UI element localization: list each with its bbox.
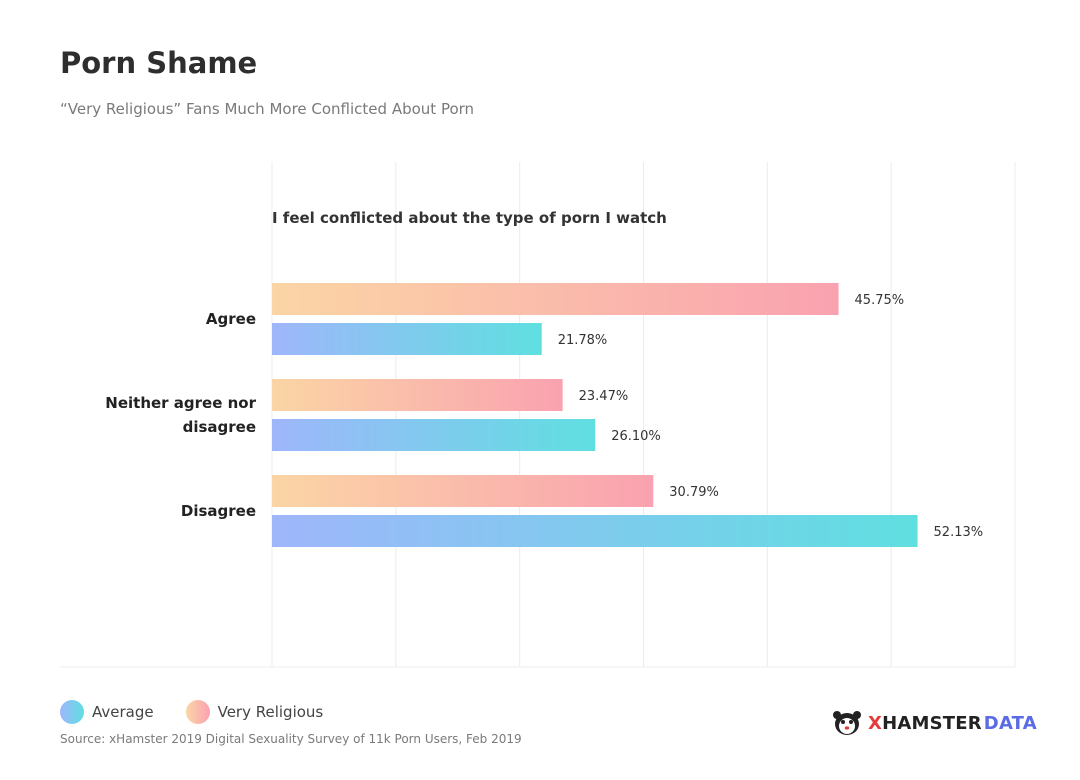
- legend-label-very-religious: Very Religious: [217, 703, 324, 721]
- bar-very-religious: [272, 379, 563, 411]
- bar-chart: I feel conflicted about the type of porn…: [60, 162, 1016, 668]
- legend-item-very-religious: Very Religious: [185, 700, 324, 724]
- page-title: Porn Shame: [60, 46, 258, 80]
- data-label: 23.47%: [579, 389, 629, 404]
- bar-average: [272, 515, 918, 547]
- brand-x: X: [868, 712, 883, 734]
- bar-very-religious: [272, 283, 839, 315]
- category-label: Neither agree nor: [105, 394, 256, 412]
- legend-label-average: Average: [92, 703, 154, 721]
- bar-average: [272, 323, 542, 355]
- chart-title: I feel conflicted about the type of porn…: [272, 209, 667, 227]
- data-label: 52.13%: [934, 525, 984, 540]
- data-label: 30.79%: [669, 485, 719, 500]
- hamster-logo-icon: [833, 711, 861, 735]
- legend-swatch-very-religious: [185, 700, 210, 724]
- legend-item-average: Average: [60, 700, 154, 724]
- category-label: Agree: [206, 310, 256, 328]
- chart-grid: [60, 162, 1016, 668]
- category-label: Disagree: [181, 502, 256, 520]
- brand-logo: XHAMSTER DATA: [832, 709, 1037, 737]
- page-subtitle: “Very Religious” Fans Much More Conflict…: [60, 100, 475, 118]
- bar-average: [272, 419, 596, 451]
- bar-very-religious: [272, 475, 654, 507]
- data-label: 26.10%: [611, 429, 661, 444]
- data-label: 45.75%: [855, 293, 905, 308]
- brand-wordmark: XHAMSTER DATA: [868, 713, 1037, 734]
- legend-swatch-average: [60, 700, 84, 724]
- data-label: 21.78%: [558, 333, 608, 348]
- chart-legend: Average Very Religious: [60, 700, 355, 724]
- category-label: disagree: [183, 418, 256, 436]
- source-note: Source: xHamster 2019 Digital Sexuality …: [60, 732, 522, 746]
- brand-data: DATA: [983, 712, 1037, 734]
- brand-hamster: HAMSTER: [882, 712, 982, 734]
- chart-bars: Agree 45.75% 21.78% Neither agree nor disagr…: [105, 283, 983, 547]
